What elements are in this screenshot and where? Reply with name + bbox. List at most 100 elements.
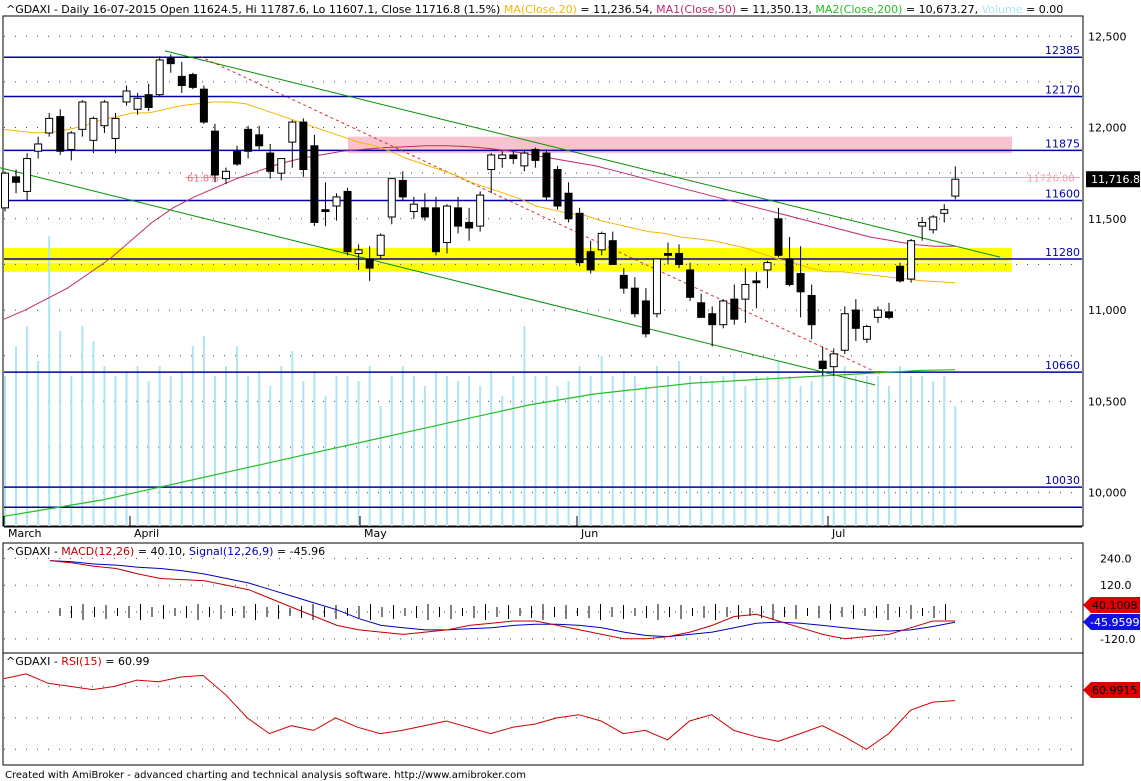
rsi-panel-frame: [2, 652, 1084, 766]
level-label: 12385: [1045, 44, 1080, 57]
candle-up: [288, 121, 297, 143]
candle-down: [177, 75, 186, 87]
candle-down: [343, 190, 352, 253]
candle-down: [244, 128, 253, 152]
candle-up: [907, 240, 916, 280]
candle-down: [774, 218, 783, 256]
price-header: ^GDAXI - Daily 16-07-2015 Open 11624.5, …: [6, 3, 1063, 16]
last-price-box: [1086, 171, 1140, 188]
candle-up: [100, 101, 109, 127]
candle-up: [34, 143, 43, 152]
ma200-line: [3, 369, 956, 517]
ma50-line: [3, 145, 955, 320]
candle-down: [233, 150, 242, 165]
candle-down: [697, 302, 706, 318]
candle-down: [564, 192, 573, 220]
candle-down: [398, 179, 407, 198]
candle-down: [752, 280, 761, 284]
candle-down: [509, 154, 518, 160]
x-tick-label: March: [8, 527, 42, 540]
ma20-line: [3, 101, 956, 284]
candle-down: [431, 207, 440, 253]
macd-value-label: 40.1008: [1092, 599, 1138, 612]
level-label: 11875: [1045, 137, 1080, 150]
candle-down: [12, 176, 21, 183]
candle-up: [498, 154, 507, 160]
candle-down: [619, 274, 628, 289]
candle-down: [630, 287, 639, 315]
candle-down: [586, 251, 595, 271]
candle-down: [255, 134, 264, 147]
candle-up: [918, 221, 927, 227]
x-tick-label: Jul: [831, 527, 845, 540]
candle-up: [409, 203, 418, 212]
candle-up: [487, 154, 496, 171]
candle-up: [763, 262, 772, 271]
level-label: 11600: [1045, 188, 1080, 201]
rsi-value-box: [1083, 682, 1140, 698]
price-y-tick: 10,500: [1088, 395, 1127, 408]
price-y-tick: 11,500: [1088, 213, 1127, 226]
candle-down: [807, 294, 816, 326]
candle-up: [89, 117, 98, 141]
candle-up: [929, 216, 938, 231]
rsi-header: ^GDAXI - RSI(15) = 60.99: [6, 655, 149, 668]
candle-down: [199, 88, 208, 123]
candle-up: [443, 205, 451, 244]
x-tick-label: May: [364, 527, 387, 540]
macd-y-tick: 120.0: [1100, 579, 1132, 592]
candle-down: [896, 265, 905, 282]
candle-up: [354, 249, 363, 254]
candle-up: [873, 309, 882, 318]
level-label: 10660: [1045, 359, 1080, 372]
candle-down: [708, 313, 717, 326]
trendline-dashed: [199, 55, 881, 375]
candle-up: [155, 59, 164, 96]
candle-up: [376, 234, 385, 256]
x-tick-label: Jun: [580, 527, 598, 540]
candle-down: [365, 258, 374, 269]
price-y-tick: 12,000: [1088, 122, 1127, 135]
candle-down: [299, 121, 308, 171]
candle-up: [133, 97, 142, 110]
candle-down: [785, 258, 794, 286]
candle-down: [686, 269, 695, 298]
candle-up: [78, 101, 87, 130]
support-zone-yellow: [4, 248, 1012, 261]
signal-line: [49, 560, 956, 638]
candle-up: [111, 117, 120, 139]
candle-down: [56, 116, 65, 152]
candle-down: [641, 300, 650, 335]
trendline-lower: [0, 167, 876, 386]
price-y-tick: 11,000: [1088, 304, 1127, 317]
candle-down: [575, 212, 584, 264]
candle-up: [520, 152, 529, 167]
trendline-upper: [164, 50, 1001, 258]
macd-panel-frame: [2, 542, 1084, 654]
candle-up: [829, 353, 838, 368]
fib-label: 61.8%: [187, 174, 219, 185]
rsi-line: [3, 673, 956, 750]
level-label: 12170: [1045, 83, 1080, 96]
macd-line: [49, 560, 955, 640]
candle-up: [951, 178, 960, 197]
candle-up: [67, 132, 76, 150]
candle-up: [222, 170, 230, 180]
price-panel-frame: [2, 15, 1084, 527]
candle-down: [310, 145, 319, 223]
candle-up: [840, 313, 849, 351]
candle-down: [818, 360, 827, 369]
macd-value-box: [1083, 597, 1140, 613]
candle-down: [542, 152, 551, 198]
candle-up: [1, 172, 9, 209]
candle-down: [188, 74, 197, 88]
candle-down: [266, 152, 275, 172]
rsi-value-label: 60.9915: [1092, 684, 1138, 697]
candle-up: [332, 196, 341, 207]
candle-down: [608, 240, 617, 265]
fib-value-label: 11726.08: [1027, 174, 1075, 185]
candle-up: [277, 158, 286, 174]
candle-down: [796, 273, 805, 293]
candle-up: [652, 258, 661, 315]
